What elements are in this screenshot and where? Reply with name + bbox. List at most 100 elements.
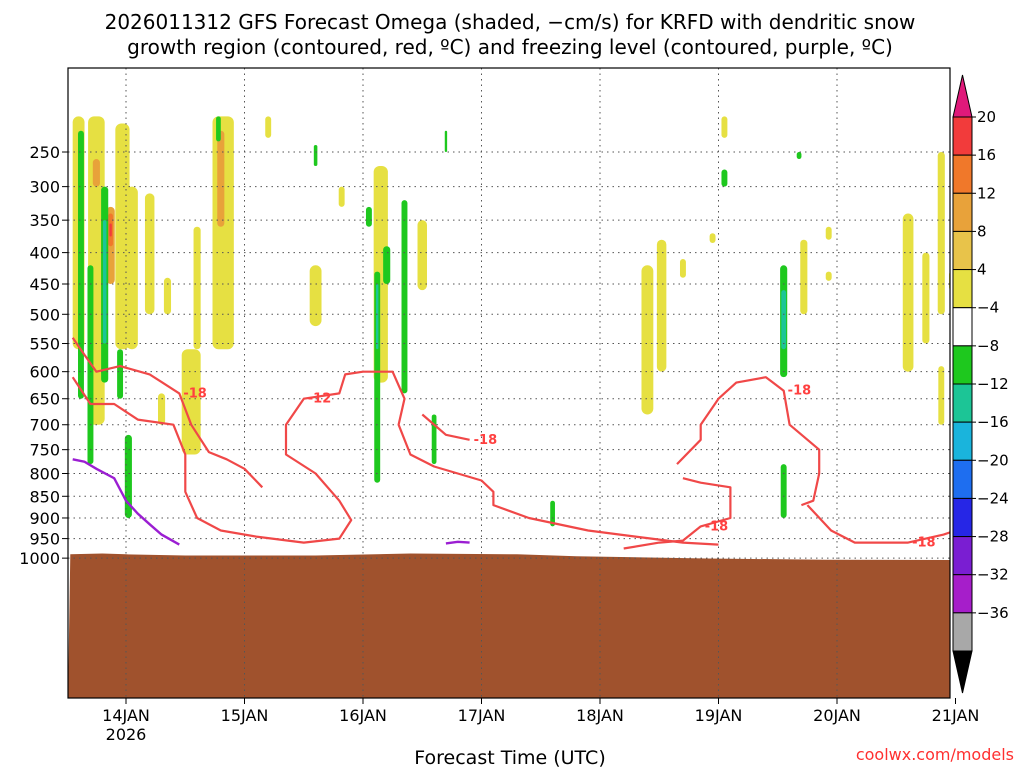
x-tick-label: 19JAN [695, 706, 743, 725]
colorbar-tick-label: −8 [977, 337, 999, 355]
omega-region [825, 226, 832, 240]
freezing-level-contour [72, 458, 180, 546]
omega-region [365, 206, 372, 227]
colorbar-tick-label: −20 [977, 451, 1009, 469]
omega-region [216, 116, 221, 142]
y-tick-label: 550 [29, 335, 60, 354]
colorbar-tick-label: 8 [977, 222, 987, 240]
colorbar-swatch [952, 612, 973, 652]
omega-region [92, 159, 100, 187]
omega-region [709, 233, 716, 243]
omega-region [338, 186, 345, 207]
omega-region [376, 283, 379, 350]
omega-region [124, 434, 132, 518]
y-tick-label: 450 [29, 275, 60, 294]
omega-region [117, 349, 124, 399]
y-tick-label: 850 [29, 487, 60, 506]
omega-region [78, 130, 84, 399]
x-tick-label: 21JAN [932, 706, 980, 725]
isotherm-contour-red [676, 376, 821, 507]
omega-region [102, 220, 107, 344]
omega-region [641, 265, 654, 415]
x-tick-label: 14JAN [102, 706, 150, 725]
omega-region [780, 464, 787, 518]
y-tick-label: 350 [29, 211, 60, 230]
ground-surface [68, 553, 950, 698]
omega-region [938, 366, 945, 425]
y-tick-label: 500 [29, 305, 60, 324]
x-tick-label: 20JAN [813, 706, 861, 725]
omega-region [679, 258, 686, 278]
colorbar-tick-label: −16 [977, 413, 1009, 431]
colorbar-tick-label: 16 [977, 146, 996, 164]
x-tick-label: 15JAN [221, 706, 269, 725]
isotherm-contour-red [421, 413, 470, 441]
colorbar-tick-label: 20 [977, 108, 996, 126]
omega-region [181, 349, 201, 455]
x-tick-year: 2026 [106, 725, 147, 744]
y-tick-label: 300 [29, 178, 60, 197]
y-tick-label: 900 [29, 509, 60, 528]
colorbar-tick-label: −24 [977, 489, 1009, 507]
omega-region [157, 393, 166, 425]
omega-region [937, 152, 945, 315]
omega-region [781, 290, 787, 350]
colorbar-top-arrow [952, 74, 973, 118]
isotherm-label: -18 [705, 519, 729, 534]
omega-shading [72, 116, 950, 527]
colorbar-tick-label: 4 [977, 261, 987, 279]
y-tick-label: 700 [29, 416, 60, 435]
omega-region [109, 223, 112, 237]
y-tick-label: 650 [29, 390, 60, 409]
colorbar-tick-label: −32 [977, 566, 1009, 584]
omega-region [217, 130, 225, 227]
omega-region [825, 271, 832, 281]
y-tick-label: 800 [29, 465, 60, 484]
omega-region [800, 239, 808, 315]
x-axis-label: Forecast Time (UTC) [414, 747, 605, 768]
omega-region [656, 239, 667, 372]
colorbar-tick-label: −28 [977, 528, 1009, 546]
colorbar-tick-label: −12 [977, 375, 1009, 393]
colorbar-swatch [952, 383, 973, 423]
omega-region [144, 193, 155, 315]
colorbar-tick-label: −4 [977, 299, 999, 317]
y-tick-label: 950 [29, 530, 60, 549]
omega-region [163, 277, 172, 315]
isotherm-contour-red [806, 504, 950, 544]
colorbar-swatch [952, 345, 973, 385]
colorbar-swatch [952, 230, 973, 271]
isotherm-label: -18 [183, 386, 207, 401]
omega-region [417, 220, 427, 291]
grid-lines [68, 68, 950, 698]
plot-frame [67, 67, 951, 699]
omega-region [401, 200, 408, 394]
omega-region [922, 252, 930, 344]
y-tick-label: 750 [29, 441, 60, 460]
isotherm-contour-red [71, 370, 719, 546]
isotherm-label: -18 [474, 433, 498, 448]
omega-region [374, 271, 381, 483]
colorbar-tick-label: 12 [977, 184, 996, 202]
y-tick-label: 1000 [19, 549, 60, 568]
isotherm-contour-red [623, 477, 732, 550]
colorbar-swatch [952, 536, 973, 576]
isotherm-label: -18 [912, 536, 936, 551]
chart-title-line2: growth region (contoured, red, ºC) and f… [127, 35, 893, 59]
y-tick-label: 400 [29, 244, 60, 263]
freezing-level-contour [445, 540, 470, 545]
colorbar-swatch [952, 269, 973, 309]
x-tick-label: 16JAN [339, 706, 387, 725]
credit-text: coolwx.com/models [856, 745, 1014, 764]
contours: -18 -12 -18 -18 -18 -18 [71, 337, 950, 551]
omega-region [902, 213, 914, 372]
chart-title-line1: 2026011312 GFS Forecast Omega (shaded, −… [105, 10, 916, 34]
omega-region [721, 169, 728, 187]
omega-region [115, 123, 130, 350]
colorbar-swatch [952, 192, 973, 232]
y-axis: 250 300 350 400 450 500 550 600 650 700 750 800 850 9… [19, 143, 68, 568]
isotherm-label: -12 [308, 392, 332, 407]
omega-region [193, 226, 201, 350]
